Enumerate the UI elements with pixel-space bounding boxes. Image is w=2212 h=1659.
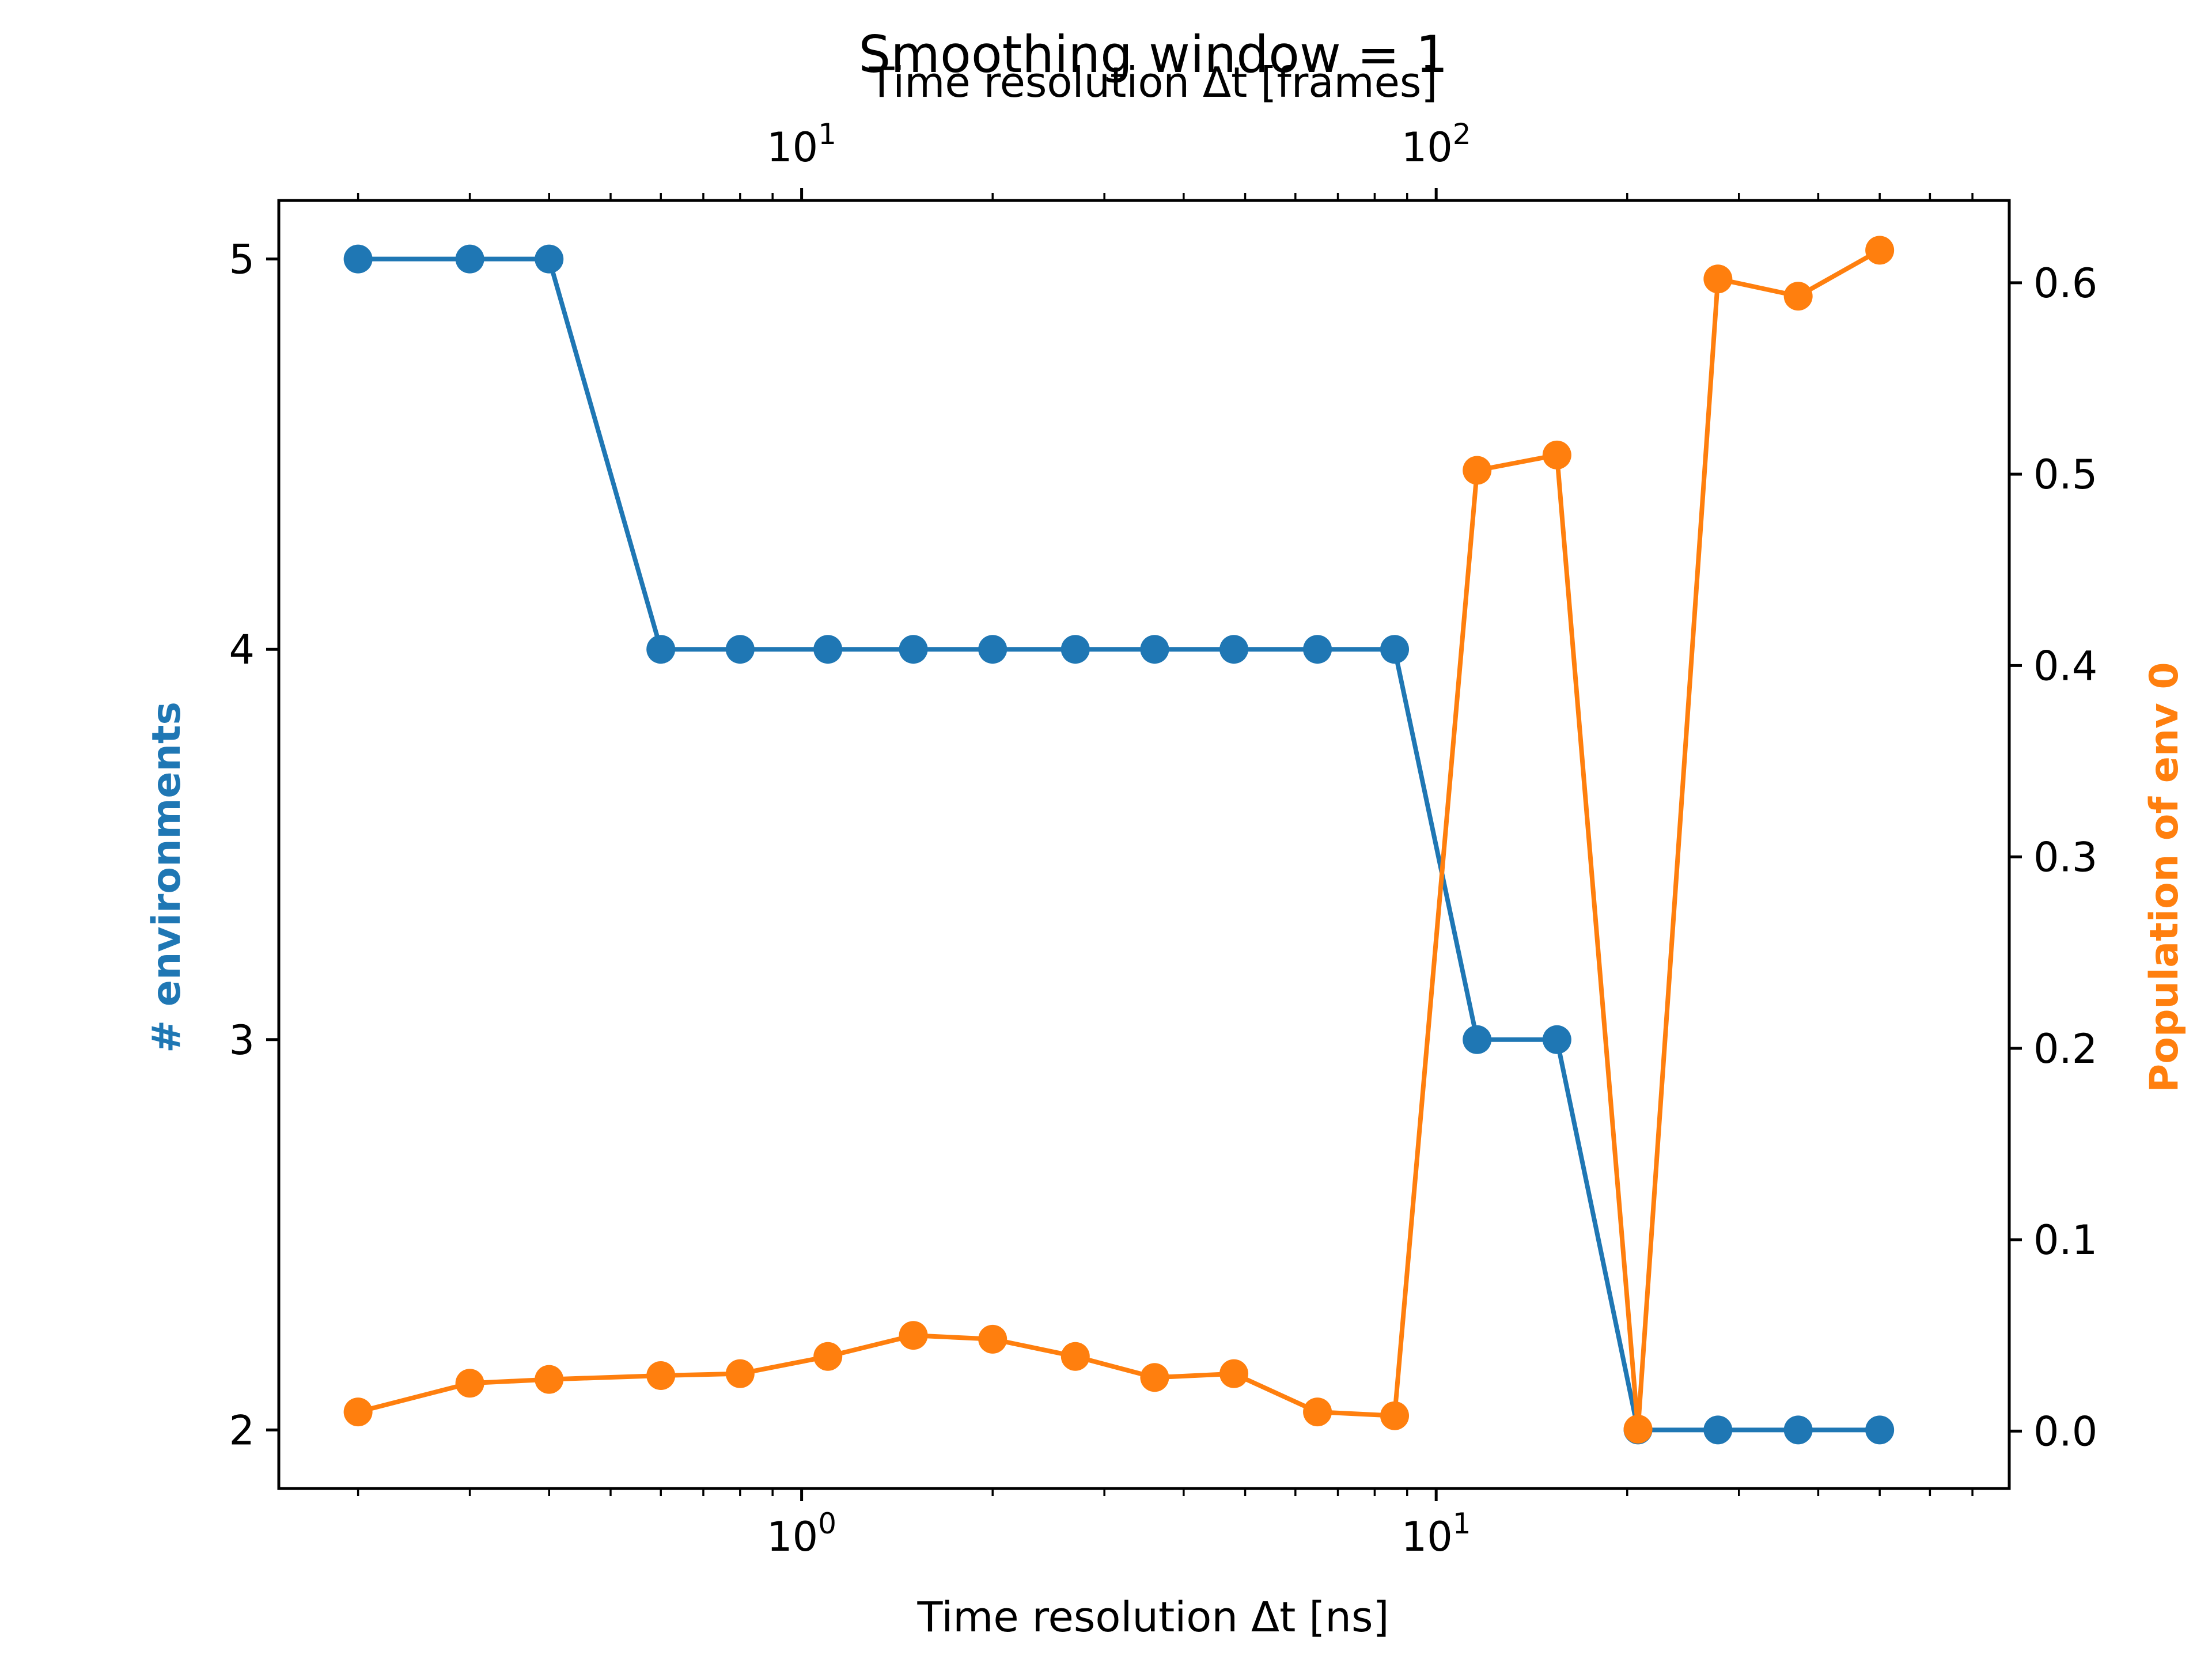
series-1-point <box>1623 1415 1653 1444</box>
series-0-point <box>1380 635 1410 664</box>
left-tick-label: 4 <box>229 626 255 673</box>
series-0-point <box>535 244 564 274</box>
axis-ticks: 2 3 4 5 0.0 0.1 0.2 0.3 0.4 0.5 0.6 100 101 101 102 <box>229 118 2097 1560</box>
top-tick-label: 102 <box>1402 118 1471 171</box>
series-1-point <box>1865 236 1895 265</box>
right-tick-label: 0.2 <box>2033 1025 2097 1073</box>
series-1-point <box>1783 282 1813 311</box>
chart-title: Smoothing window = 1 <box>858 25 1448 84</box>
series-1-point <box>1219 1359 1249 1388</box>
series-1-point <box>1303 1397 1332 1427</box>
bottom-tick-label: 101 <box>1402 1507 1471 1560</box>
left-axis-label: # environments <box>144 702 190 1053</box>
series-0-point <box>1219 635 1249 664</box>
plot-frame <box>277 199 2011 1490</box>
series-0-point <box>1140 635 1169 664</box>
series-0-point <box>455 244 484 274</box>
series-1-point <box>1380 1401 1410 1430</box>
left-tick-label: 2 <box>229 1407 255 1454</box>
series-0-point <box>1783 1415 1813 1445</box>
series-1-point <box>455 1369 484 1398</box>
left-tick-label: 3 <box>229 1017 255 1064</box>
series-1-point <box>725 1359 755 1388</box>
series-0-point <box>343 244 373 274</box>
series-1-point <box>535 1365 564 1394</box>
right-tick-label: 0.3 <box>2033 834 2097 881</box>
series-1-point <box>646 1361 676 1390</box>
series-1-point <box>343 1397 373 1427</box>
series-0-point <box>1303 635 1332 664</box>
series-1-point <box>1703 264 1733 294</box>
right-tick-label: 0.5 <box>2033 451 2097 498</box>
bottom-tick-label: 100 <box>767 1507 836 1560</box>
series-0-point <box>1463 1025 1492 1054</box>
top-tick-label: 101 <box>767 118 836 171</box>
series-0-point <box>899 635 928 664</box>
right-tick-label: 0.0 <box>2033 1408 2097 1455</box>
right-tick-label: 0.1 <box>2033 1217 2097 1264</box>
series-0-point <box>1703 1415 1733 1445</box>
left-tick-label: 5 <box>229 236 255 283</box>
top-axis-label: Time resolution Δt [frames] <box>869 58 1438 107</box>
series-0-point <box>813 635 843 664</box>
data-series <box>343 236 1895 1445</box>
series-0-point <box>978 635 1007 664</box>
series-1-point <box>813 1342 843 1371</box>
bottom-axis-label: Time resolution Δt [ns] <box>916 1593 1389 1641</box>
series-1-point <box>978 1324 1007 1354</box>
series-1-point <box>1542 440 1571 469</box>
series-0-point <box>725 635 755 664</box>
series-0-point <box>1542 1025 1571 1054</box>
right-axis-label: Population of env 0 <box>2142 662 2187 1092</box>
series-0-point <box>1060 635 1090 664</box>
series-0-point <box>646 635 676 664</box>
right-tick-label: 0.6 <box>2033 260 2097 307</box>
series-1-point <box>1463 456 1492 485</box>
series-1-point <box>899 1321 928 1350</box>
series-1-point <box>1140 1363 1169 1392</box>
series-0-point <box>1865 1415 1895 1445</box>
right-tick-label: 0.4 <box>2033 642 2097 690</box>
series-1-point <box>1060 1342 1090 1371</box>
